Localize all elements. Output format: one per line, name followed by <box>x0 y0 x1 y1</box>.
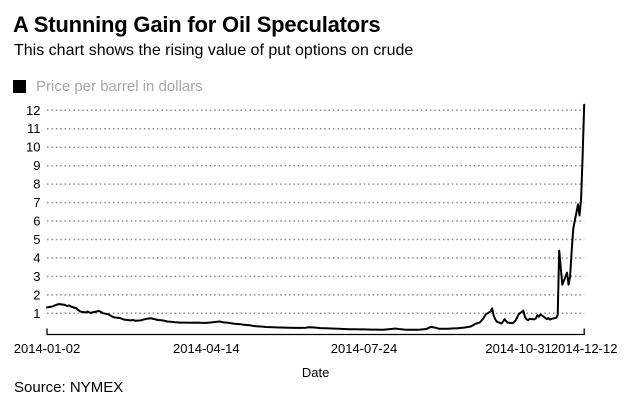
legend-label: Price per barrel in dollars <box>36 78 203 95</box>
y-tick-label: 5 <box>33 232 40 247</box>
x-tick-label: 2014-10-31 <box>485 341 552 356</box>
chart-title: A Stunning Gain for Oil Speculators <box>13 12 381 37</box>
legend: Price per barrel in dollars <box>13 78 203 95</box>
y-tick-label: 7 <box>33 195 40 210</box>
x-tick-label: 2014-07-24 <box>331 341 398 356</box>
y-tick-label: 12 <box>26 103 40 118</box>
y-tick-label: 6 <box>33 214 40 229</box>
y-tick-label: 4 <box>33 250 40 265</box>
x-axis-title: Date <box>302 365 329 380</box>
price-line <box>46 103 586 331</box>
y-tick-label: 11 <box>27 121 41 136</box>
x-tick-label: 2014-04-14 <box>173 341 240 356</box>
y-tick-label: 8 <box>33 177 40 192</box>
y-tick-label: 3 <box>33 269 40 284</box>
source-label: Source: NYMEX <box>14 379 124 396</box>
y-tick-label: 10 <box>26 140 40 155</box>
legend-swatch-icon <box>13 80 26 93</box>
y-tick-label: 2 <box>33 287 40 302</box>
x-tick-label: 2014-12-12 <box>551 341 618 356</box>
x-tick-label: 2014-01-02 <box>14 341 81 356</box>
y-tick-label: 9 <box>33 158 40 173</box>
chart-subtitle: This chart shows the rising value of put… <box>14 42 414 59</box>
x-axis <box>46 328 585 336</box>
y-tick-label: 1 <box>33 306 40 321</box>
